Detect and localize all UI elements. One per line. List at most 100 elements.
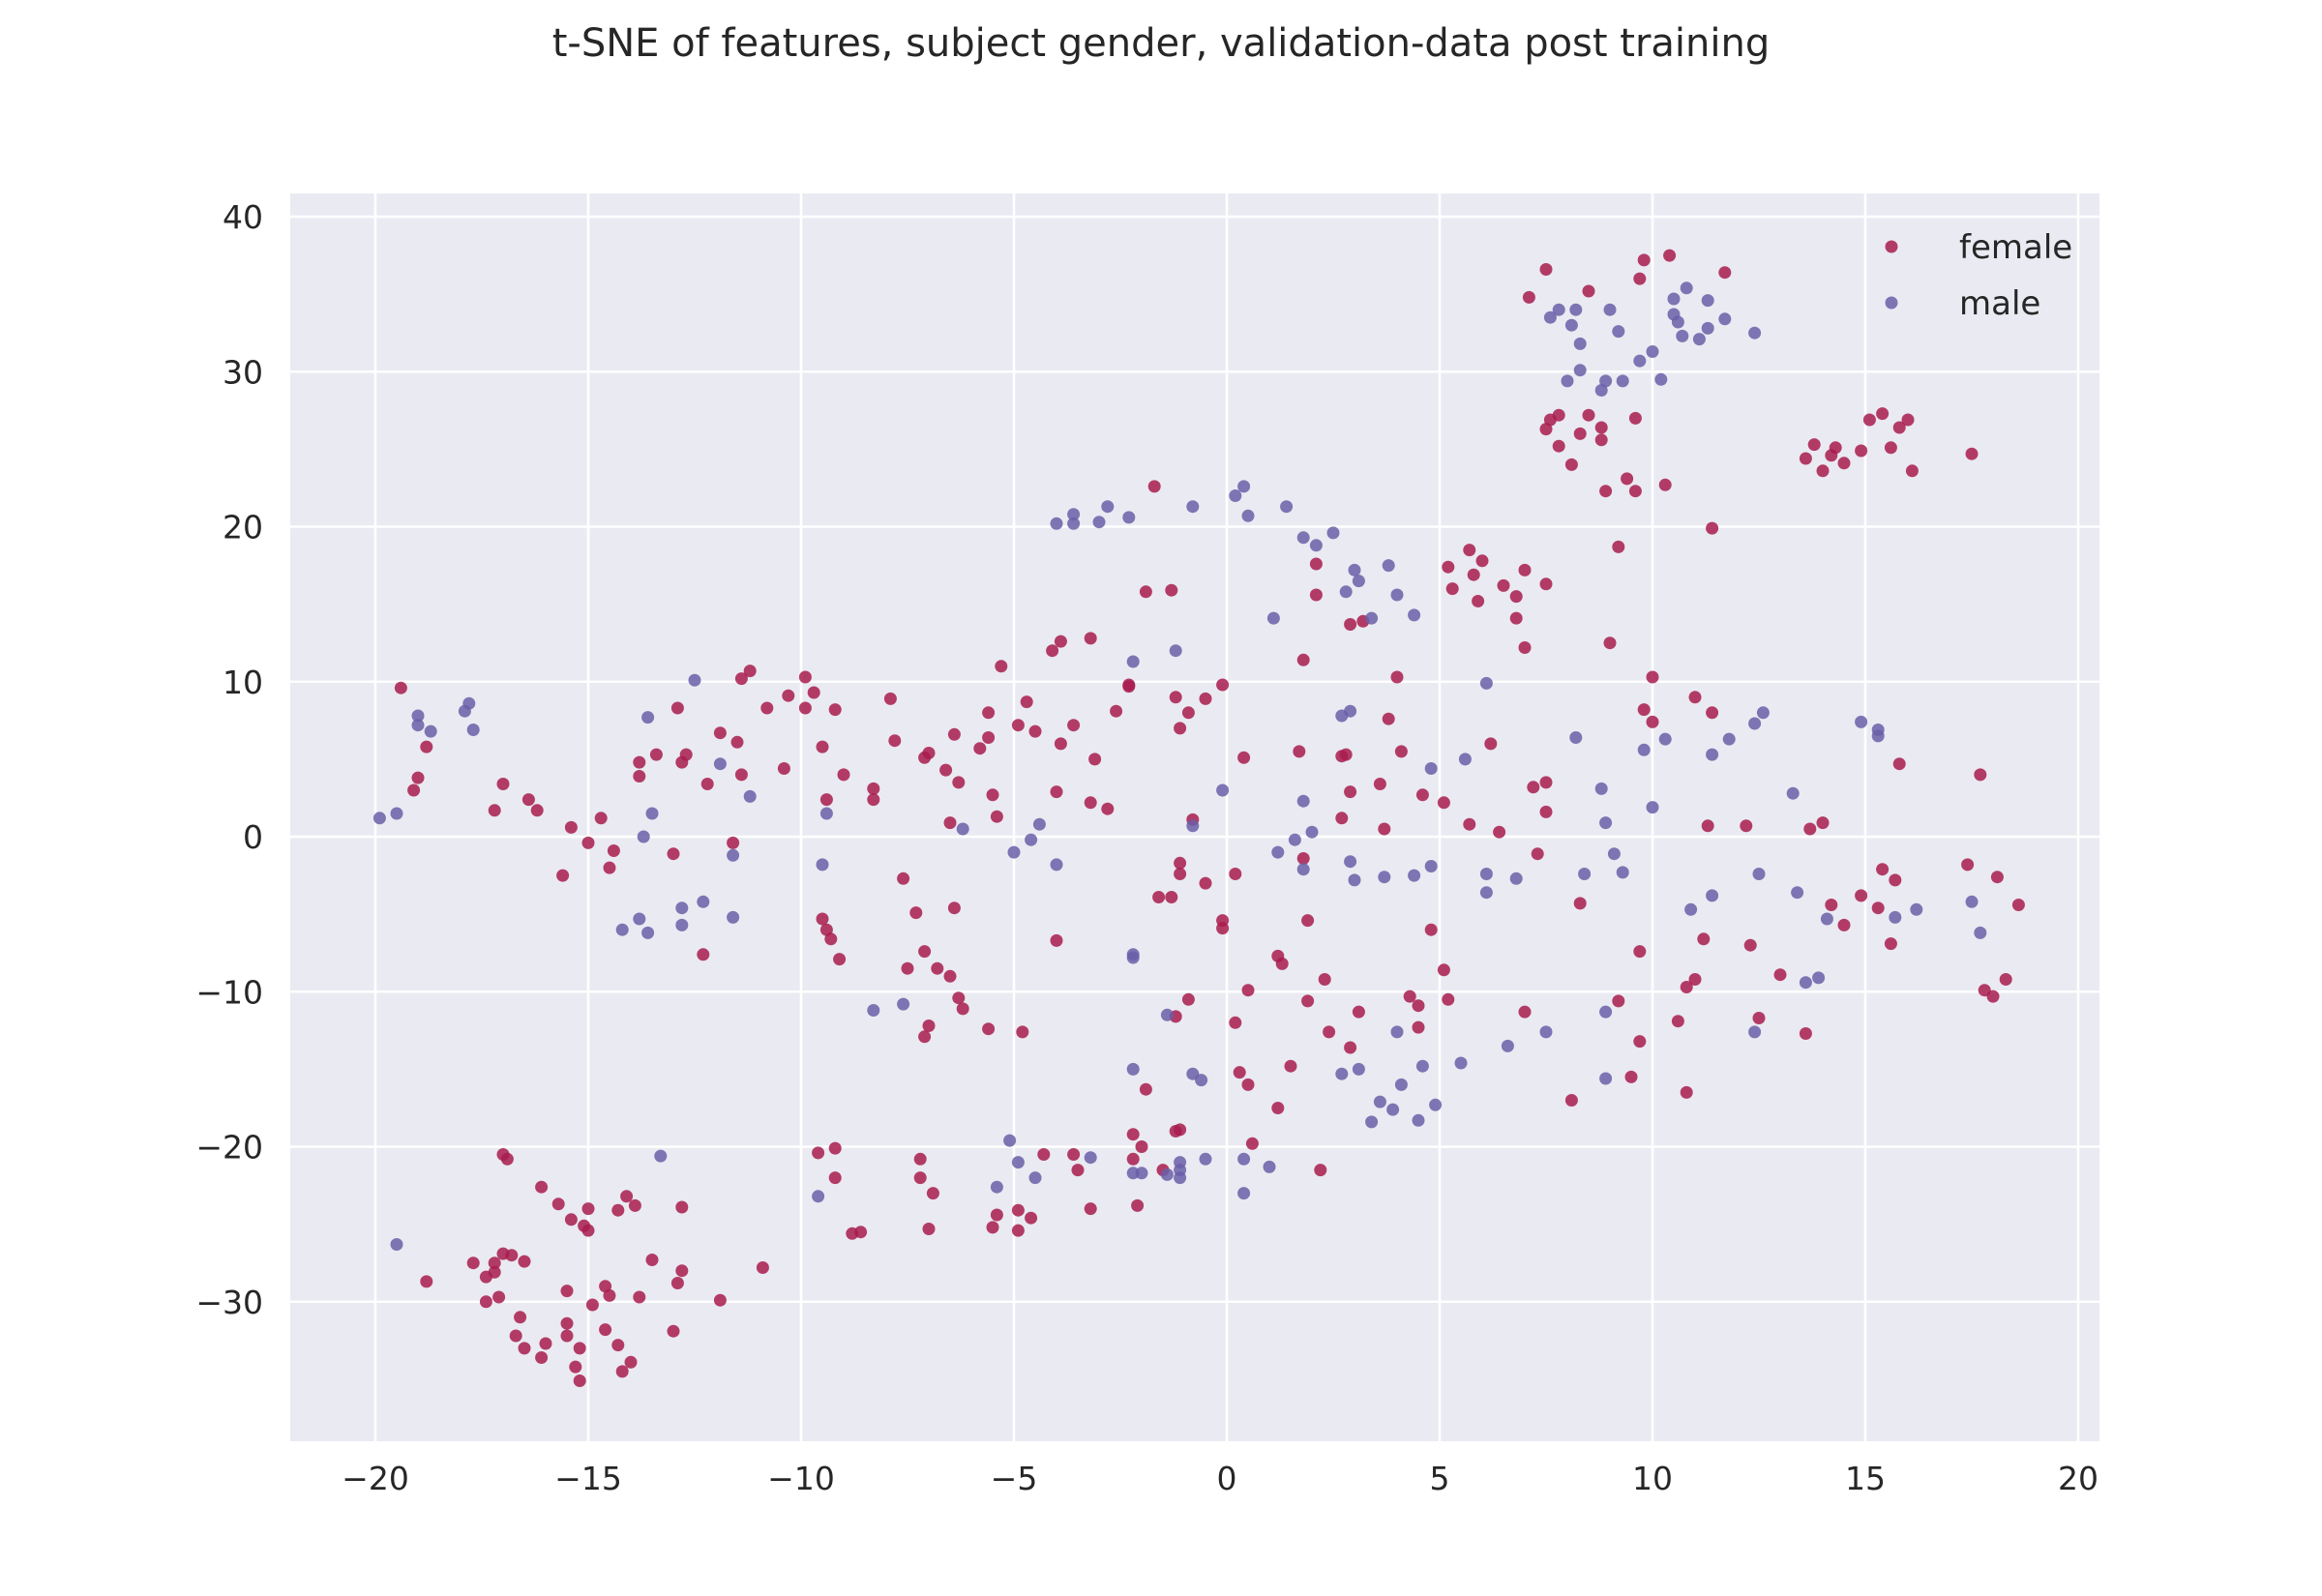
male-point (1646, 345, 1659, 358)
female-point (1658, 478, 1672, 491)
female-point (551, 1197, 565, 1211)
male-point (1229, 489, 1242, 502)
male-point (1352, 1062, 1365, 1076)
male-point (1271, 845, 1285, 859)
female-point (982, 706, 996, 720)
male-point (1050, 858, 1063, 872)
female-point (897, 872, 910, 885)
female-point (1424, 923, 1438, 936)
female-point (1271, 1102, 1285, 1114)
female-point (667, 847, 680, 861)
female-point (918, 1030, 932, 1044)
male-point (819, 807, 833, 820)
x-tick-label: 5 (1430, 1460, 1450, 1497)
female-point (1552, 408, 1565, 422)
female-point (1126, 1128, 1140, 1141)
female-point (1688, 973, 1702, 986)
female-point (807, 686, 820, 699)
y-tick-label: −20 (195, 1129, 263, 1167)
female-point (1241, 984, 1255, 997)
female-point (624, 1355, 638, 1369)
y-tick-label: 30 (223, 353, 263, 391)
female-point (1472, 595, 1485, 607)
female-point (1905, 464, 1919, 478)
female-point (1603, 636, 1617, 650)
male-point (1424, 860, 1438, 872)
female-point (1527, 781, 1540, 794)
female-point (816, 740, 829, 754)
male-point (956, 822, 969, 836)
male-point (1122, 511, 1136, 524)
female-point (1889, 873, 1902, 887)
female-point (1309, 557, 1323, 571)
female-point (1301, 994, 1315, 1008)
male-point (816, 858, 829, 872)
male-point (1390, 1025, 1404, 1039)
female-point (1344, 1041, 1357, 1054)
female-point (973, 742, 987, 755)
female-point (645, 1254, 659, 1266)
male-point (1028, 1171, 1042, 1185)
y-tick-label: −10 (195, 973, 263, 1011)
female-point (1229, 868, 1242, 880)
female-point (1241, 1078, 1255, 1091)
female-point (1216, 678, 1230, 692)
female-point (812, 1146, 825, 1160)
female-point (700, 778, 714, 790)
male-point (1454, 1056, 1468, 1070)
female-point (743, 665, 757, 678)
male-point (1216, 783, 1230, 797)
male-point (1569, 731, 1583, 744)
female-point (1199, 692, 1212, 705)
female-point (594, 812, 608, 825)
female-point (628, 1198, 641, 1212)
grid-lines (290, 193, 2099, 1441)
female-point (1892, 757, 1906, 771)
male-point (1612, 325, 1625, 339)
female-point (1475, 554, 1489, 568)
male-point (1174, 1164, 1187, 1177)
female-point (1663, 249, 1677, 262)
female-point (1165, 891, 1178, 903)
male-point (1599, 1072, 1613, 1085)
male-point (1237, 1152, 1251, 1166)
female-point (1088, 753, 1102, 766)
male-point (1965, 895, 1979, 908)
female-point (1382, 712, 1395, 725)
female-point (1876, 863, 1890, 876)
female-point (1101, 802, 1115, 815)
female-point (420, 740, 433, 754)
female-point (956, 1002, 969, 1016)
male-point (411, 709, 425, 723)
female-point (1612, 994, 1625, 1008)
female-point (1637, 253, 1651, 267)
female-point (633, 770, 646, 783)
female-point (1011, 1203, 1025, 1217)
female-point (411, 771, 425, 784)
female-point (1799, 1027, 1812, 1040)
female-point (1050, 785, 1063, 799)
female-point (1539, 805, 1553, 818)
x-tick-label: 0 (1217, 1460, 1237, 1497)
male-point (1007, 845, 1021, 859)
female-point (1394, 745, 1408, 758)
female-point (730, 735, 744, 749)
female-point (1612, 540, 1625, 553)
male-point (1654, 372, 1668, 386)
y-axis-ticks: −30 −20 −10 0 10 20 30 40 (195, 198, 263, 1321)
female-point (986, 788, 999, 802)
female-point (564, 1213, 578, 1227)
female-point (1233, 1066, 1246, 1079)
female-point (496, 778, 510, 790)
male-point (1126, 948, 1140, 961)
male-point (727, 848, 740, 862)
male-point (1386, 1103, 1400, 1116)
female-point (1518, 1005, 1532, 1019)
male-point (1169, 644, 1182, 658)
female-point (496, 1247, 510, 1260)
male-point (390, 1238, 403, 1251)
female-point (1646, 715, 1659, 728)
female-point (1412, 999, 1425, 1013)
female-point (1373, 778, 1386, 790)
x-tick-label: −5 (991, 1460, 1038, 1497)
